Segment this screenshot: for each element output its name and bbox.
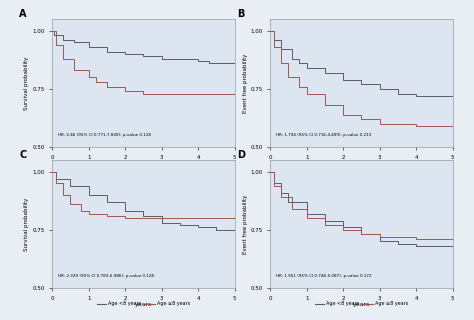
X-axis label: years: years [135, 302, 152, 307]
Y-axis label: Survival probability: Survival probability [25, 57, 29, 110]
Y-axis label: Survival probability: Survival probability [25, 197, 29, 251]
Text: HR: 2.339 (95% CI 0.783-6.986); p-value 0.128: HR: 2.339 (95% CI 0.783-6.986); p-value … [58, 274, 154, 278]
Text: HR: 1.794 (95% CI 0.716-4.499); p-value 0.213: HR: 1.794 (95% CI 0.716-4.499); p-value … [276, 133, 371, 137]
Legend: Pure germinoma, NGGCTs: Pure germinoma, NGGCTs [98, 159, 189, 168]
Legend: Age <8 years, Age ≥8 years: Age <8 years, Age ≥8 years [95, 300, 192, 308]
X-axis label: years: years [135, 161, 152, 166]
Y-axis label: Event free probability: Event free probability [243, 194, 247, 254]
Legend: Pure germinoma, NGGCTs: Pure germinoma, NGGCTs [316, 159, 407, 168]
X-axis label: years: years [353, 161, 370, 166]
Y-axis label: Event free probability: Event free probability [243, 53, 247, 113]
Text: B: B [237, 9, 245, 19]
Text: C: C [19, 150, 27, 160]
Text: D: D [237, 150, 246, 160]
X-axis label: years: years [353, 302, 370, 307]
Text: HR: 2.46 (95% CI 0.771-7.849); p-value 0.128: HR: 2.46 (95% CI 0.771-7.849); p-value 0… [58, 133, 151, 137]
Text: HR: 1.951 (95% CI 0.748-5.087); p-value 0.172: HR: 1.951 (95% CI 0.748-5.087); p-value … [276, 274, 371, 278]
Legend: Age <8 years, Age ≥8 years: Age <8 years, Age ≥8 years [313, 300, 410, 308]
Text: A: A [19, 9, 27, 19]
